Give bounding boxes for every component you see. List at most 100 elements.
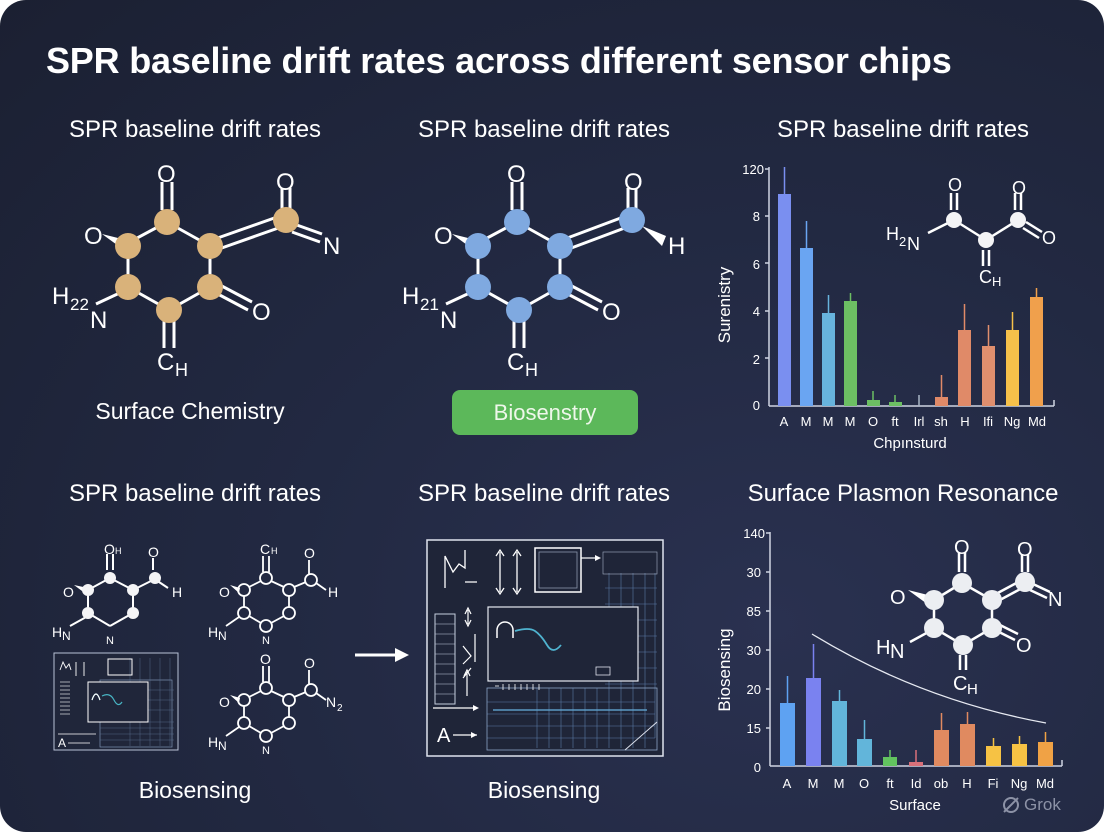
x-axis-ticks: A M M O ft Id ob H Fi Ng Md (783, 776, 1054, 791)
caption-surface-chemistry: Surface Chemistry (95, 398, 285, 424)
panel-title-bottom-left: SPR baseline drift rates (68, 480, 322, 507)
atom-label: O (507, 161, 526, 188)
svg-text:Md: Md (1028, 414, 1046, 429)
atom-label: H (668, 233, 685, 260)
svg-text:20: 20 (747, 682, 761, 697)
atom-nodes (115, 207, 299, 323)
molecule-diagram-biosensor: O O O H H 21 N O C H (402, 161, 685, 380)
x-axis-label: Chpınsturd (873, 435, 946, 452)
svg-text:M: M (845, 414, 856, 429)
biosenstry-button[interactable]: Biosenstry (452, 390, 638, 435)
grok-logo-icon (1003, 797, 1019, 813)
svg-text:8: 8 (753, 209, 760, 224)
svg-text:O: O (104, 541, 115, 557)
svg-text:C: C (953, 673, 967, 695)
svg-text:H: H (886, 224, 899, 244)
y-axis-label: Surenistry (715, 266, 734, 343)
atom-label: C (507, 349, 524, 376)
wedge-bond (642, 226, 666, 246)
svg-text:30: 30 (747, 565, 761, 580)
svg-text:N: N (106, 635, 114, 647)
svg-text:Ng: Ng (1011, 776, 1028, 791)
svg-text:N: N (890, 641, 904, 663)
inset-molecule: O O O N H N O C H (876, 537, 1062, 698)
svg-text:Fi: Fi (988, 776, 999, 791)
right-arrow-icon (355, 648, 409, 662)
sensor-chip-schematic-small: A (53, 652, 179, 751)
svg-text:Ng: Ng (1004, 414, 1021, 429)
svg-text:N: N (262, 635, 270, 647)
svg-text:O: O (219, 584, 230, 600)
svg-text:140: 140 (743, 526, 765, 541)
svg-text:O: O (1016, 635, 1032, 657)
panel-title-top-right: SPR baseline drift rates (776, 116, 1030, 143)
caption-biosensing-middle: Biosensing (487, 777, 601, 803)
svg-text:H: H (115, 546, 122, 556)
svg-text:O: O (859, 776, 869, 791)
y-axis-ticks: 140 30 85 30 20 15 0 (743, 526, 765, 775)
svg-text:N: N (218, 739, 227, 753)
y-axis-label: Biosensing (715, 628, 734, 711)
svg-text:O: O (304, 545, 315, 561)
atom-label: 22 (70, 295, 89, 314)
svg-text:ft: ft (886, 776, 894, 791)
svg-text:A: A (780, 414, 789, 429)
atom-label: O (624, 169, 643, 196)
atom-label: O (84, 223, 103, 250)
svg-text:2: 2 (899, 234, 906, 249)
schematic-label-a: A (437, 725, 451, 747)
bar-chart-surface-plasmon-resonance: 140 30 85 30 20 15 0 Biosensing (715, 526, 1063, 814)
svg-text:30: 30 (747, 643, 761, 658)
svg-text:M: M (834, 776, 845, 791)
svg-text:ft: ft (891, 414, 899, 429)
atom-label: O (602, 299, 621, 326)
molecule-diagram-surface-chemistry: O O O N H 22 N O C H (52, 161, 340, 380)
atom-label: H (525, 360, 538, 380)
atom-label: N (90, 307, 107, 334)
svg-text:H: H (960, 414, 969, 429)
trend-line (811, 633, 1047, 724)
bars (780, 644, 1053, 766)
svg-text:0: 0 (753, 398, 760, 413)
atom-label: H (402, 283, 419, 310)
x-axis-ticks: A M M M O ft Irl sh H Ifi Ng Md (780, 414, 1046, 429)
panel-title-top-middle: SPR baseline drift rates (417, 116, 671, 143)
svg-text:O: O (1017, 539, 1033, 561)
atom-nodes (465, 207, 645, 323)
bar-chart-drift-rates: 120 8 6 4 2 0 Surenistry (715, 162, 1056, 452)
svg-text:C: C (260, 541, 270, 557)
svg-text:O: O (948, 175, 962, 195)
bars (778, 167, 1043, 406)
svg-text:0: 0 (754, 760, 761, 775)
svg-text:M: M (808, 776, 819, 791)
atom-label: 21 (420, 295, 439, 314)
panel-title-bottom-right: Surface Plasmon Resonance (747, 480, 1059, 507)
svg-text:H: H (962, 776, 971, 791)
atom-label: N (440, 307, 457, 334)
svg-text:H: H (328, 584, 338, 600)
svg-text:O: O (890, 587, 906, 609)
panel-title-bottom-middle: SPR baseline drift rates (417, 480, 671, 507)
svg-text:N: N (62, 629, 71, 643)
svg-text:O: O (260, 651, 271, 667)
svg-text:O: O (219, 694, 230, 710)
atom-label: O (276, 169, 295, 196)
svg-text:N: N (262, 745, 270, 757)
svg-text:C: C (979, 267, 992, 287)
svg-text:Ifi: Ifi (983, 414, 993, 429)
svg-text:sh: sh (934, 414, 948, 429)
svg-text:H: H (52, 624, 62, 640)
molecule-bonds (95, 182, 323, 348)
svg-text:M: M (823, 414, 834, 429)
svg-text:O: O (148, 544, 159, 560)
svg-text:H: H (876, 637, 890, 659)
atom-label: H (52, 283, 69, 310)
atom-label: H (175, 360, 188, 380)
atom-label: O (252, 299, 271, 326)
grid-pattern (487, 573, 657, 748)
